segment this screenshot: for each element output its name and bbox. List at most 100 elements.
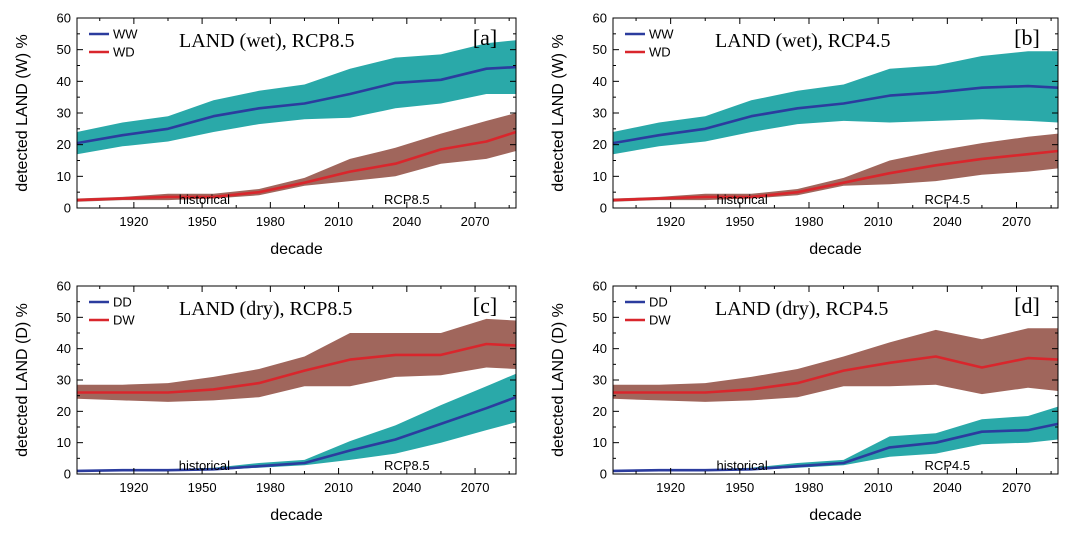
x-tick-label: 1950 <box>188 480 217 495</box>
y-tick-label: 50 <box>57 310 71 325</box>
y-tick-label: 30 <box>57 106 71 121</box>
panel-tag: [d] <box>1014 293 1040 318</box>
annotation-scenario: RCP4.5 <box>925 458 971 473</box>
y-tick-label: 20 <box>57 137 71 152</box>
x-tick-label: 1950 <box>725 214 754 229</box>
legend-label-ww: WW <box>113 27 138 42</box>
annotation-scenario: RCP8.5 <box>384 192 430 207</box>
x-tick-label: 2070 <box>461 214 490 229</box>
legend-label-dw: DW <box>649 313 671 328</box>
legend-label-dd: DD <box>649 295 668 310</box>
y-tick-label: 60 <box>593 279 607 294</box>
legend-label-ww: WW <box>649 27 674 42</box>
y-tick-label: 10 <box>593 435 607 450</box>
x-tick-label: 2010 <box>324 480 353 495</box>
band-dw <box>77 318 516 402</box>
panel-3: 0 10 20 30 40 50 60 1920 1950 1980 2010 2040 2070 dec… <box>14 279 517 524</box>
y-tick-label: 50 <box>593 310 607 325</box>
panel-title: LAND (wet), RCP4.5 <box>715 30 891 52</box>
y-tick-label: 0 <box>600 201 607 216</box>
x-axis-label: decade <box>270 507 323 524</box>
y-tick-label: 30 <box>57 373 71 388</box>
band-dd <box>77 373 516 472</box>
panel-title: LAND (dry), RCP4.5 <box>715 298 888 320</box>
y-tick-label: 0 <box>64 201 71 216</box>
y-axis-label: detected LAND (W) % <box>14 34 31 191</box>
y-tick-label: 60 <box>57 279 71 294</box>
panel-tag: [c] <box>473 293 497 318</box>
x-axis-label: decade <box>809 241 862 258</box>
annotation-scenario: RCP8.5 <box>384 458 430 473</box>
panel-2: 0 10 20 30 40 50 60 1920 1950 1980 2010 2040 2070 dec… <box>550 11 1059 258</box>
y-axis-label: detected LAND (D) % <box>550 303 567 457</box>
x-tick-label: 2070 <box>461 480 490 495</box>
panel-tag: [a] <box>473 25 497 50</box>
y-tick-label: 10 <box>57 435 71 450</box>
x-tick-label: 1950 <box>188 214 217 229</box>
annotation-scenario: RCP4.5 <box>925 192 971 207</box>
annotation-historical: historical <box>716 192 767 207</box>
x-tick-label: 1920 <box>656 480 685 495</box>
y-tick-label: 30 <box>593 106 607 121</box>
band-wd <box>613 133 1058 202</box>
band-dd <box>613 406 1058 472</box>
y-tick-label: 0 <box>64 467 71 482</box>
panel-title: LAND (dry), RCP8.5 <box>179 298 352 320</box>
line-dw <box>613 355 1059 394</box>
x-tick-label: 2010 <box>864 480 893 495</box>
y-tick-label: 50 <box>57 42 71 57</box>
legend-label-dd: DD <box>113 295 132 310</box>
line-dd <box>612 422 1059 473</box>
x-axis-label: decade <box>270 241 323 258</box>
x-tick-label: 2010 <box>864 214 893 229</box>
y-tick-label: 60 <box>57 11 71 26</box>
x-tick-label: 2040 <box>933 480 962 495</box>
y-tick-label: 60 <box>593 11 607 26</box>
panel-tag: [b] <box>1014 25 1040 50</box>
y-tick-label: 20 <box>593 404 607 419</box>
band-ww <box>613 51 1058 155</box>
band-dw <box>613 328 1058 402</box>
panel-title: LAND (wet), RCP8.5 <box>179 30 355 52</box>
annotation-historical: historical <box>179 192 230 207</box>
line-wd <box>612 149 1059 202</box>
panel-4: 0 10 20 30 40 50 60 1920 1950 1980 2010 2040 2070 dec… <box>550 279 1059 524</box>
x-tick-label: 2070 <box>1002 480 1031 495</box>
y-tick-label: 40 <box>593 341 607 356</box>
y-tick-label: 30 <box>593 373 607 388</box>
x-tick-label: 2040 <box>392 480 421 495</box>
annotation-historical: historical <box>716 458 767 473</box>
y-tick-label: 40 <box>593 74 607 89</box>
y-tick-label: 10 <box>593 169 607 184</box>
legend-label-wd: WD <box>113 45 135 60</box>
y-tick-label: 50 <box>593 42 607 57</box>
line-dw <box>77 342 517 394</box>
x-axis-label: decade <box>809 507 862 524</box>
x-tick-label: 2040 <box>392 214 421 229</box>
x-tick-label: 1920 <box>119 214 148 229</box>
y-tick-label: 0 <box>600 467 607 482</box>
panel-1: 0 10 20 30 40 50 60 1920 1950 1980 2010 2040 2070 dec… <box>14 11 517 258</box>
x-tick-label: 1980 <box>256 214 285 229</box>
y-tick-label: 20 <box>57 404 71 419</box>
x-tick-label: 1980 <box>795 214 824 229</box>
y-axis-label: detected LAND (W) % <box>550 34 567 191</box>
y-tick-label: 40 <box>57 341 71 356</box>
legend-label-dw: DW <box>113 313 135 328</box>
y-tick-label: 10 <box>57 169 71 184</box>
y-tick-label: 40 <box>57 74 71 89</box>
line-ww <box>612 84 1059 145</box>
x-tick-label: 1920 <box>656 214 685 229</box>
x-tick-label: 1980 <box>256 480 285 495</box>
y-tick-label: 20 <box>593 137 607 152</box>
line-dd <box>76 395 517 473</box>
x-tick-label: 1920 <box>119 480 148 495</box>
x-tick-label: 2040 <box>933 214 962 229</box>
line-wd <box>76 130 517 202</box>
x-tick-label: 1980 <box>795 480 824 495</box>
x-tick-label: 2010 <box>324 214 353 229</box>
legend-label-wd: WD <box>649 45 671 60</box>
band-ww <box>77 40 516 155</box>
y-axis-label: detected LAND (D) % <box>14 303 31 457</box>
